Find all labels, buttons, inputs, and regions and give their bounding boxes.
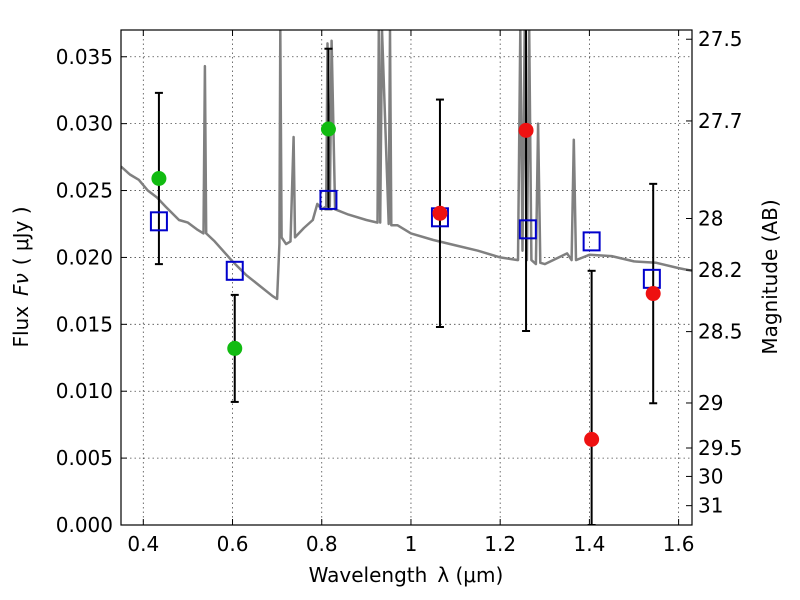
y-tick-label: 0.015 [56,312,113,336]
y2-tick-label: 28.2 [698,258,743,282]
y-tick-label: 0.020 [56,245,113,269]
data-point-marker [151,171,167,186]
data-point-marker [645,286,661,302]
marker-layer [149,121,661,447]
y2-tick-label: 27.7 [698,109,743,133]
y-tick-label: 0.000 [56,513,113,537]
plot-frame [120,29,693,526]
data-point-marker [584,431,600,447]
x-axis-label-text: Wavelength [309,563,428,587]
data-point-marker [518,122,534,138]
y2-tick-label: 30 [698,464,723,488]
ticks-layer: 0.4 0.6 0.8 1 1.2 1.4 1.6 0.000 0.005 0.010 0.015 0… [56,27,743,556]
y-tick-label: 0.035 [56,45,113,69]
x-axis-label: Wavelength λ (μm) [309,563,504,587]
x-tick-label: 0.6 [217,532,249,556]
spectrum-line [121,30,692,301]
x-tick-label: 1.2 [484,532,516,556]
model-square-marker [319,189,338,210]
y2-axis-label: Magnitude (AB) [758,199,782,354]
data-point-marker [432,205,448,221]
model-square-marker [149,211,168,232]
data-point-marker [320,121,336,137]
y-tick-label: 0.005 [56,446,113,470]
x-tick-label: 0.8 [306,532,338,556]
plot-background [121,30,692,525]
grid [121,30,692,525]
model-square-marker [518,219,537,240]
y-tick-label: 0.025 [56,179,113,203]
y2-tick-label: 27.5 [698,27,743,51]
y2-tick-label: 28.5 [698,320,743,344]
x-axis-label-symbol: λ (μm) [437,563,503,587]
y-axis-label: Flux Fν ( μJy ) [9,206,33,347]
y-tick-label: 0.010 [56,379,113,403]
y2-tick-label: 29 [698,391,723,415]
y2-tick-label: 28 [698,207,723,231]
y2-tick-label: 31 [698,494,723,518]
x-tick-label: 1.6 [663,532,695,556]
spectrum-layer [121,30,692,301]
x-tick-label: 0.4 [127,532,159,556]
x-tick-label: 1.4 [573,532,605,556]
model-square-marker [225,260,244,281]
y-axis-label-unit: ( μJy ) [9,206,33,265]
y-axis-label-text: Flux [9,306,33,348]
y-axis-label-symbol: Fν [9,273,33,296]
y2-tick-label: 29.5 [698,436,743,460]
data-point-marker [227,340,243,356]
model-square-marker [582,231,601,252]
y-tick-label: 0.030 [56,112,113,136]
x-tick-label: 1 [405,532,418,556]
